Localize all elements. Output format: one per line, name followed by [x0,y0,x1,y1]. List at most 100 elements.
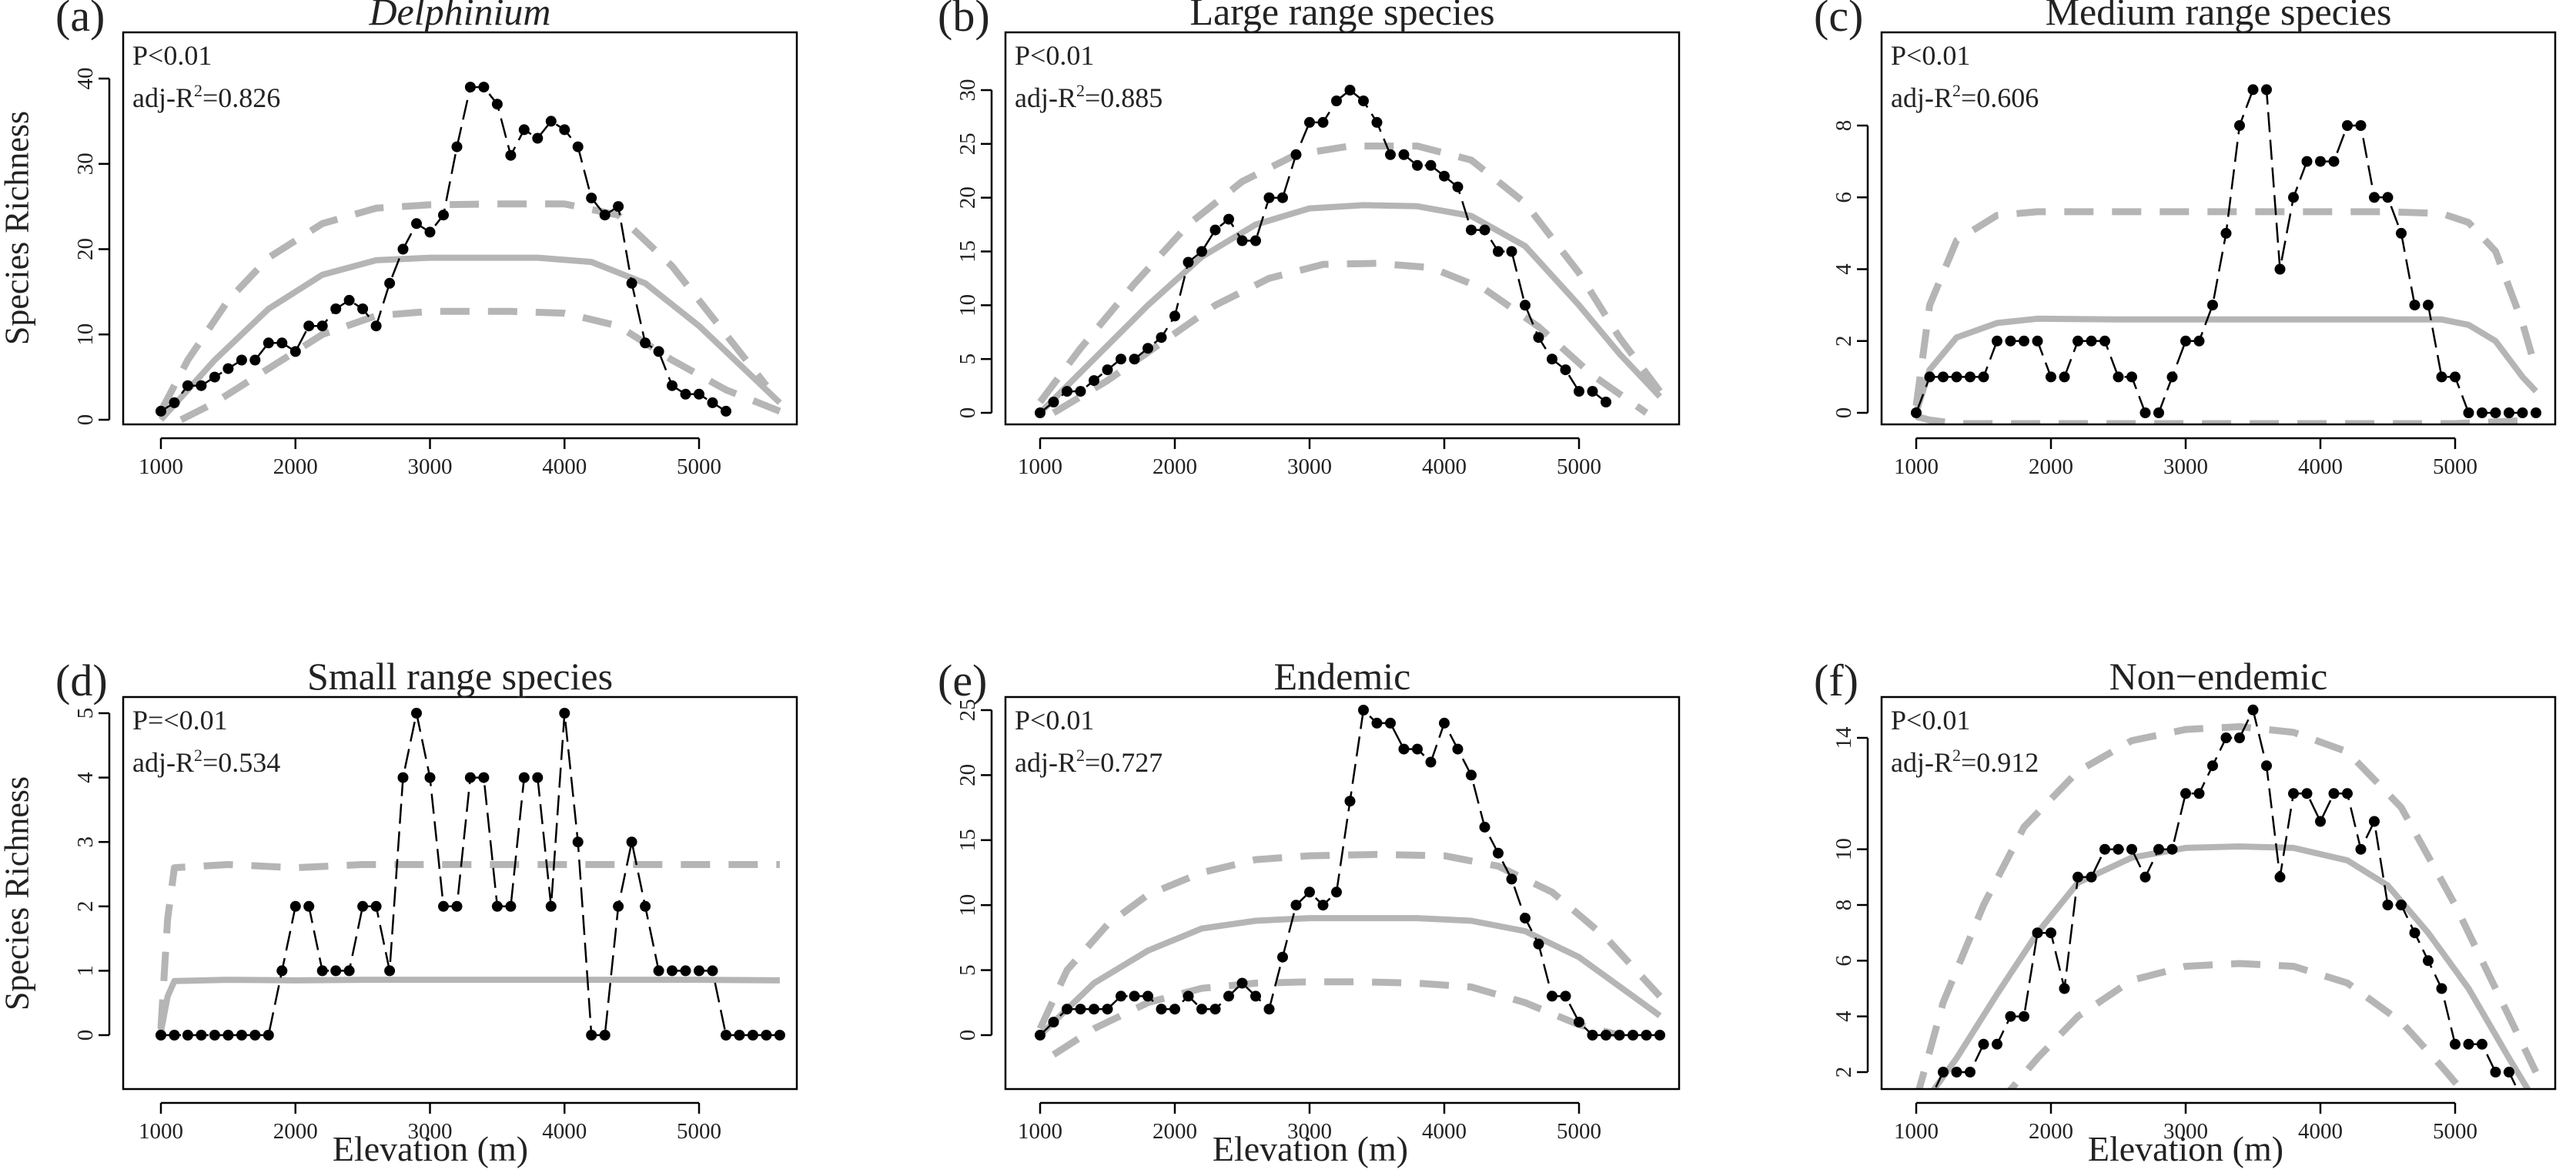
data-point [1089,375,1099,387]
data-point [1156,1004,1167,1015]
data-point [1520,913,1531,924]
data-point [1938,371,1949,383]
data-point [2207,300,2218,311]
x-tick-label: 2000 [273,1119,318,1144]
data-point [370,900,382,912]
data-point [667,965,677,977]
x-tick-label: 3000 [1287,1119,1332,1144]
data-point [1290,900,1302,911]
data-point [2139,871,2151,883]
data-point [2153,407,2164,418]
data-point [438,209,449,221]
lower-ci-line [1052,978,1621,1058]
data-point [572,836,584,848]
data-point [774,1030,785,1041]
y-tick-label: 5 [955,354,980,365]
data-point [1236,235,1248,246]
data-point [1587,386,1598,397]
data-point [2274,871,2286,883]
data-point [2005,335,2016,347]
fitted-line [158,977,780,1033]
data-point [1992,335,2002,347]
x-tick-label: 5000 [2433,454,2477,479]
data-point [2342,120,2353,131]
panel-label: (f) [1814,655,1858,705]
data-point [222,363,234,374]
data-point [2369,816,2380,827]
data-point [2166,843,2178,855]
y-tick-label: 40 [73,68,98,90]
data-point [249,354,261,366]
stat-adj-r2: adj-R2=0.727 [1015,746,1163,778]
data-point [1129,990,1140,1002]
data-point [1965,371,1975,383]
stat-r2-value: =0.826 [202,82,280,113]
data-point [1628,1030,1638,1041]
data-point [464,772,476,783]
x-axis-title-e: Elevation (m) [1213,1129,1408,1168]
x-tick-label: 1000 [1018,1119,1062,1144]
data-point [2059,371,2070,383]
data-point [169,397,180,408]
x-tick-label: 4000 [2298,1119,2343,1144]
data-point [2423,300,2434,311]
panel-label: (e) [938,655,987,705]
data-point [2032,335,2043,347]
x-tick-label: 4000 [542,454,587,479]
stat-r2-value: =0.727 [1085,747,1163,778]
data-point [1371,717,1383,729]
x-tick-label: 3000 [2163,454,2208,479]
data-point [2531,407,2541,418]
data-point [263,337,274,349]
y-tick-label: 4 [1832,1010,1856,1022]
data-point [1304,116,1315,128]
plot-area [156,708,785,1041]
data-point [518,124,530,136]
stat-r2-superscript: 2 [1952,81,1961,100]
data-point [1978,371,1989,383]
data-point [1142,343,1153,354]
data-point [1035,1030,1045,1041]
data-point [1183,256,1194,268]
data-point [2436,371,2447,383]
data-point [2409,300,2420,311]
y-tick-label: 30 [73,152,98,175]
data-point [2274,263,2286,275]
data-point [1641,1030,1652,1041]
x-tick-label: 1000 [139,1119,183,1144]
data-point [640,337,651,349]
data-point [303,320,315,332]
data-point [1358,96,1369,106]
observed-line [1915,89,2536,414]
data-point [2517,1094,2528,1105]
x-tick-label: 4000 [542,1119,587,1144]
panel-e: 1000 2000 3000 4000 5000 0 5 10 15 20 25(e) Endemic… [938,655,1681,1144]
data-point [1533,938,1544,950]
data-point [2477,407,2487,418]
x-tick-label: 5000 [1557,1119,1601,1144]
x-tick-label: 1000 [1894,1119,1939,1144]
upper-ci-line [1037,142,1663,404]
x-tick-label: 5000 [1557,454,1601,479]
data-point [2261,84,2272,96]
data-point [1250,235,1261,246]
data-point [1466,769,1477,781]
stat-p-value: P<0.01 [1015,40,1094,71]
data-point [2396,900,2407,910]
data-point [2504,407,2514,418]
data-point [1183,990,1194,1002]
x-tick-label: 3000 [2163,1119,2208,1144]
data-point [1452,743,1464,755]
data-point [1911,407,1922,418]
data-point [653,965,664,977]
data-point [2247,704,2259,716]
data-point [464,82,476,93]
y-tick-label: 20 [955,764,980,786]
upper-ci-line [1036,850,1663,1031]
observed-line [1039,89,1607,414]
data-point [411,708,422,719]
panel-label: (c) [1814,0,1863,41]
x-tick-label: 5000 [677,1119,721,1144]
y-tick-label: 4 [1832,263,1856,275]
data-point [1142,990,1153,1002]
